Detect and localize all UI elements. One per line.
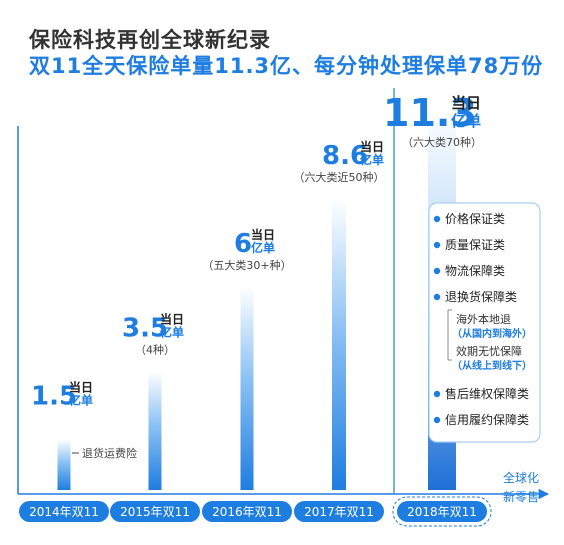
note-4: （六大类近50种） bbox=[294, 170, 385, 184]
unit-top-1: 当日 bbox=[69, 379, 93, 394]
legend-item-after-1: 售后维权保障类 bbox=[445, 386, 529, 401]
legend-bullet-1 bbox=[433, 215, 441, 223]
category-label-3: 2016年双11 bbox=[212, 505, 282, 519]
note-3: （五大类30+种） bbox=[202, 258, 291, 272]
category-label-4: 2017年双11 bbox=[304, 505, 374, 519]
legend-sub-tag-2: （从线上到线下） bbox=[452, 359, 532, 372]
legend-item-1: 价格保证类 bbox=[445, 211, 505, 226]
legend-item-4: 退换货保障类 bbox=[445, 289, 517, 304]
legend-sub-item-1: 海外本地退 bbox=[456, 312, 511, 326]
sub-bracket bbox=[447, 309, 452, 361]
category-label-5: 2018年双11 bbox=[407, 505, 477, 519]
unit-bottom-5: 亿单 bbox=[451, 112, 481, 130]
side-label-retail: 新零售 bbox=[503, 489, 539, 504]
legend-bullet-2 bbox=[433, 241, 441, 249]
category-label-2: 2015年双11 bbox=[120, 505, 190, 519]
note-5: （六大类70种） bbox=[402, 135, 482, 149]
unit-top-4: 当日 bbox=[360, 139, 384, 154]
legend-item-3: 物流保障类 bbox=[445, 263, 505, 278]
unit-bottom-3: 亿单 bbox=[251, 240, 275, 255]
category-pill-3 bbox=[202, 501, 292, 522]
unit-top-2: 当日 bbox=[160, 312, 184, 327]
legend-bullet-4 bbox=[433, 293, 441, 301]
value-label-5: 11.3 bbox=[383, 91, 477, 135]
note-2: （4种） bbox=[135, 343, 175, 357]
unit-bottom-2: 亿单 bbox=[160, 325, 184, 340]
category-pill-5 bbox=[397, 501, 487, 522]
value-label-4: 8.6 bbox=[322, 141, 368, 171]
page-subtitle: 双11全天保险单量11.3亿、每分钟处理保单78万份 bbox=[29, 54, 544, 78]
highlight-ring bbox=[392, 496, 492, 527]
category-pill-1 bbox=[19, 501, 109, 522]
legend-sub-tag-1: （从国内到海外） bbox=[452, 327, 532, 340]
side-label-global: 全球化 bbox=[503, 470, 539, 485]
legend-item-after-2: 信用履约保障类 bbox=[445, 412, 529, 427]
unit-bottom-1: 亿单 bbox=[69, 392, 93, 407]
legend-bullet-after-2 bbox=[433, 416, 441, 424]
value-label-3: 6 bbox=[234, 229, 252, 259]
value-label-1: 1.5 bbox=[31, 381, 77, 411]
unit-top-5: 当日 bbox=[451, 94, 481, 112]
bar-3 bbox=[240, 287, 254, 490]
legend-sub-item-2: 效期无忧保障 bbox=[456, 344, 522, 358]
unit-top-3: 当日 bbox=[251, 227, 275, 242]
category-label-1: 2014年双11 bbox=[29, 505, 99, 519]
unit-bottom-4: 亿单 bbox=[360, 152, 384, 167]
note-1: 退货运费险 bbox=[82, 446, 137, 460]
value-label-2: 3.5 bbox=[122, 314, 168, 344]
bar-4 bbox=[332, 199, 346, 491]
page-title: 保险科技再创全球新纪录 bbox=[29, 28, 271, 52]
category-pill-4 bbox=[294, 501, 384, 522]
legend-bullet-after-1 bbox=[433, 390, 441, 398]
legend-bullet-3 bbox=[433, 267, 441, 275]
bar-2 bbox=[148, 371, 162, 490]
category-pill-2 bbox=[110, 501, 200, 522]
bar-1 bbox=[57, 439, 71, 490]
legend-item-2: 质量保证类 bbox=[445, 238, 505, 252]
